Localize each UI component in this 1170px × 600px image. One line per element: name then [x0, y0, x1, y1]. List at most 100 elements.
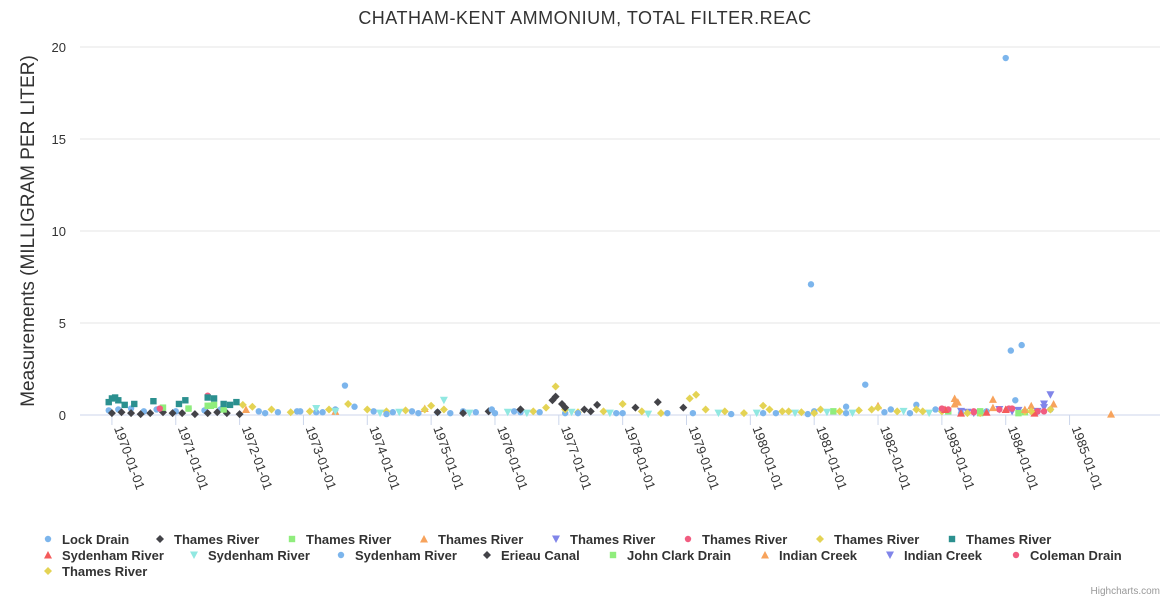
data-point[interactable] [542, 403, 551, 412]
data-point[interactable] [899, 407, 908, 416]
data-point[interactable] [551, 392, 560, 401]
legend-item[interactable]: Sydenham River [337, 548, 457, 563]
data-point[interactable] [835, 407, 844, 416]
data-point[interactable] [784, 407, 793, 416]
data-point[interactable] [439, 405, 448, 414]
data-point[interactable] [516, 405, 525, 414]
legend-item[interactable]: Thames River [288, 532, 391, 547]
data-point[interactable] [778, 407, 787, 416]
data-point[interactable] [459, 409, 468, 418]
data-point[interactable] [136, 410, 145, 419]
data-point[interactable] [465, 409, 474, 418]
data-point[interactable] [1018, 341, 1025, 349]
data-point[interactable] [759, 401, 768, 410]
data-point[interactable] [1007, 347, 1015, 354]
data-point[interactable] [1107, 410, 1116, 418]
legend-item[interactable]: Thames River [948, 532, 1051, 547]
data-point[interactable] [510, 408, 518, 415]
data-point[interactable] [395, 408, 404, 417]
data-point[interactable] [692, 390, 701, 399]
data-point[interactable] [1030, 409, 1039, 417]
data-point[interactable] [370, 408, 377, 415]
data-point[interactable] [233, 398, 240, 406]
data-point[interactable] [791, 409, 800, 418]
data-point[interactable] [248, 402, 257, 411]
data-point[interactable] [830, 408, 837, 415]
data-point[interactable] [874, 403, 883, 412]
data-point[interactable] [115, 397, 122, 404]
data-point[interactable] [580, 405, 589, 414]
data-point[interactable] [996, 406, 1003, 413]
data-point[interactable] [631, 403, 640, 412]
legend-item[interactable]: John Clark Drain [609, 548, 731, 563]
data-point[interactable] [146, 409, 155, 418]
data-point[interactable] [267, 405, 276, 414]
data-point[interactable] [286, 408, 295, 417]
data-point[interactable] [182, 397, 189, 404]
data-point[interactable] [536, 409, 543, 416]
data-point[interactable] [653, 398, 662, 407]
data-point[interactable] [220, 406, 227, 413]
data-point[interactable] [117, 408, 126, 417]
data-point[interactable] [988, 395, 997, 403]
legend-item[interactable]: Coleman Drain [1012, 548, 1122, 563]
credits-link[interactable]: Highcharts.com [1091, 586, 1160, 597]
data-point[interactable] [586, 407, 595, 416]
data-point[interactable] [574, 409, 582, 417]
data-point[interactable] [213, 408, 222, 417]
data-point[interactable] [447, 409, 454, 417]
data-point[interactable] [127, 409, 136, 418]
data-point[interactable] [261, 409, 269, 417]
data-point[interactable] [912, 405, 921, 414]
data-point[interactable] [551, 382, 560, 391]
data-point[interactable] [804, 410, 812, 418]
data-point[interactable] [420, 405, 429, 414]
data-point[interactable] [739, 409, 748, 418]
data-point[interactable] [906, 409, 914, 417]
data-point[interactable] [701, 405, 710, 414]
data-point[interactable] [415, 409, 422, 417]
data-point[interactable] [121, 401, 128, 409]
data-point[interactable] [988, 403, 997, 412]
data-point[interactable] [918, 407, 927, 416]
data-point[interactable] [297, 408, 304, 415]
data-point[interactable] [913, 401, 920, 409]
legend-item[interactable]: Lock Drain [44, 532, 129, 547]
data-point[interactable] [867, 405, 876, 414]
legend-item[interactable]: Thames River [420, 532, 523, 547]
data-point[interactable] [255, 408, 262, 415]
data-point[interactable] [810, 409, 819, 418]
data-point[interactable] [331, 407, 340, 416]
data-point[interactable] [561, 403, 570, 412]
data-point[interactable] [433, 408, 442, 417]
data-point[interactable] [593, 400, 602, 409]
data-point[interactable] [842, 409, 850, 417]
data-point[interactable] [765, 405, 774, 414]
data-point[interactable] [619, 409, 626, 417]
data-point[interactable] [862, 381, 869, 388]
data-point[interactable] [797, 408, 806, 417]
data-point[interactable] [159, 404, 167, 411]
data-point[interactable] [1002, 54, 1009, 62]
data-point[interactable] [305, 407, 314, 416]
legend-item[interactable]: Indian Creek [761, 548, 858, 563]
legend-item[interactable]: Sydenham River [44, 548, 164, 563]
data-point[interactable] [156, 405, 164, 412]
data-point[interactable] [881, 409, 888, 416]
data-point[interactable] [401, 406, 410, 415]
data-point[interactable] [605, 409, 614, 418]
data-point[interactable] [772, 409, 780, 417]
data-point[interactable] [599, 407, 608, 416]
data-point[interactable] [714, 409, 723, 418]
data-point[interactable] [1046, 391, 1055, 399]
legend-item[interactable]: Thames River [552, 532, 655, 547]
data-point[interactable] [752, 409, 761, 418]
data-point[interactable] [848, 409, 857, 418]
data-point[interactable] [854, 406, 863, 415]
data-point[interactable] [679, 403, 688, 412]
data-point[interactable] [427, 401, 436, 410]
data-point[interactable] [363, 405, 372, 414]
data-point[interactable] [529, 407, 538, 416]
data-point[interactable] [1027, 401, 1036, 410]
data-point[interactable] [220, 400, 227, 408]
